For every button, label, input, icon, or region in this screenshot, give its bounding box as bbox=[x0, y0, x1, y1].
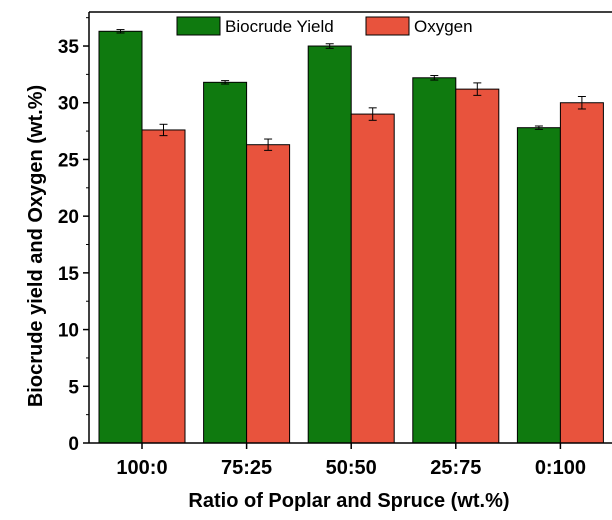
x-tick-label: 25:75 bbox=[430, 457, 481, 479]
bar-oxygen bbox=[455, 88, 500, 444]
bar-biocrude-yield bbox=[516, 127, 561, 444]
y-axis-title: Biocrude yield and Oxygen (wt.%) bbox=[25, 85, 47, 407]
axes-layer: 0 5 10 15 20 25 30 35 100:0 75:25 50:50 25:75 0:100 bbox=[58, 11, 612, 479]
bars-layer bbox=[98, 29, 604, 444]
legend-label-oxygen: Oxygen bbox=[414, 17, 473, 36]
bar-biocrude-yield bbox=[203, 81, 248, 444]
x-axis-title: Ratio of Poplar and Spruce (wt.%) bbox=[188, 490, 509, 512]
y-tick-label: 35 bbox=[58, 37, 80, 58]
y-tick-label: 0 bbox=[68, 434, 79, 455]
y-tick-label: 10 bbox=[58, 321, 79, 342]
y-tick-label: 25 bbox=[58, 150, 80, 171]
legend-swatch-biocrude-yield bbox=[176, 16, 221, 36]
bar-oxygen bbox=[350, 113, 395, 444]
legend-label-biocrude-yield: Biocrude Yield bbox=[225, 17, 334, 36]
bar-biocrude-yield bbox=[412, 77, 457, 444]
legend-swatch-oxygen bbox=[365, 16, 410, 36]
x-tick-label: 0:100 bbox=[535, 457, 586, 479]
legend: Biocrude Yield Oxygen bbox=[176, 16, 473, 36]
bar-oxygen bbox=[141, 129, 186, 444]
y-tick-label: 30 bbox=[58, 94, 79, 115]
x-tick-label: 100:0 bbox=[116, 457, 167, 479]
bar-biocrude-yield bbox=[98, 30, 143, 444]
bar-oxygen bbox=[246, 144, 291, 444]
bar-oxygen bbox=[559, 102, 604, 444]
x-tick-label: 50:50 bbox=[326, 457, 377, 479]
y-tick-label: 15 bbox=[58, 264, 80, 285]
y-tick-label: 20 bbox=[58, 207, 79, 228]
bar-biocrude-yield bbox=[307, 45, 352, 444]
y-tick-label: 5 bbox=[68, 377, 79, 398]
x-tick-label: 75:25 bbox=[221, 457, 272, 479]
